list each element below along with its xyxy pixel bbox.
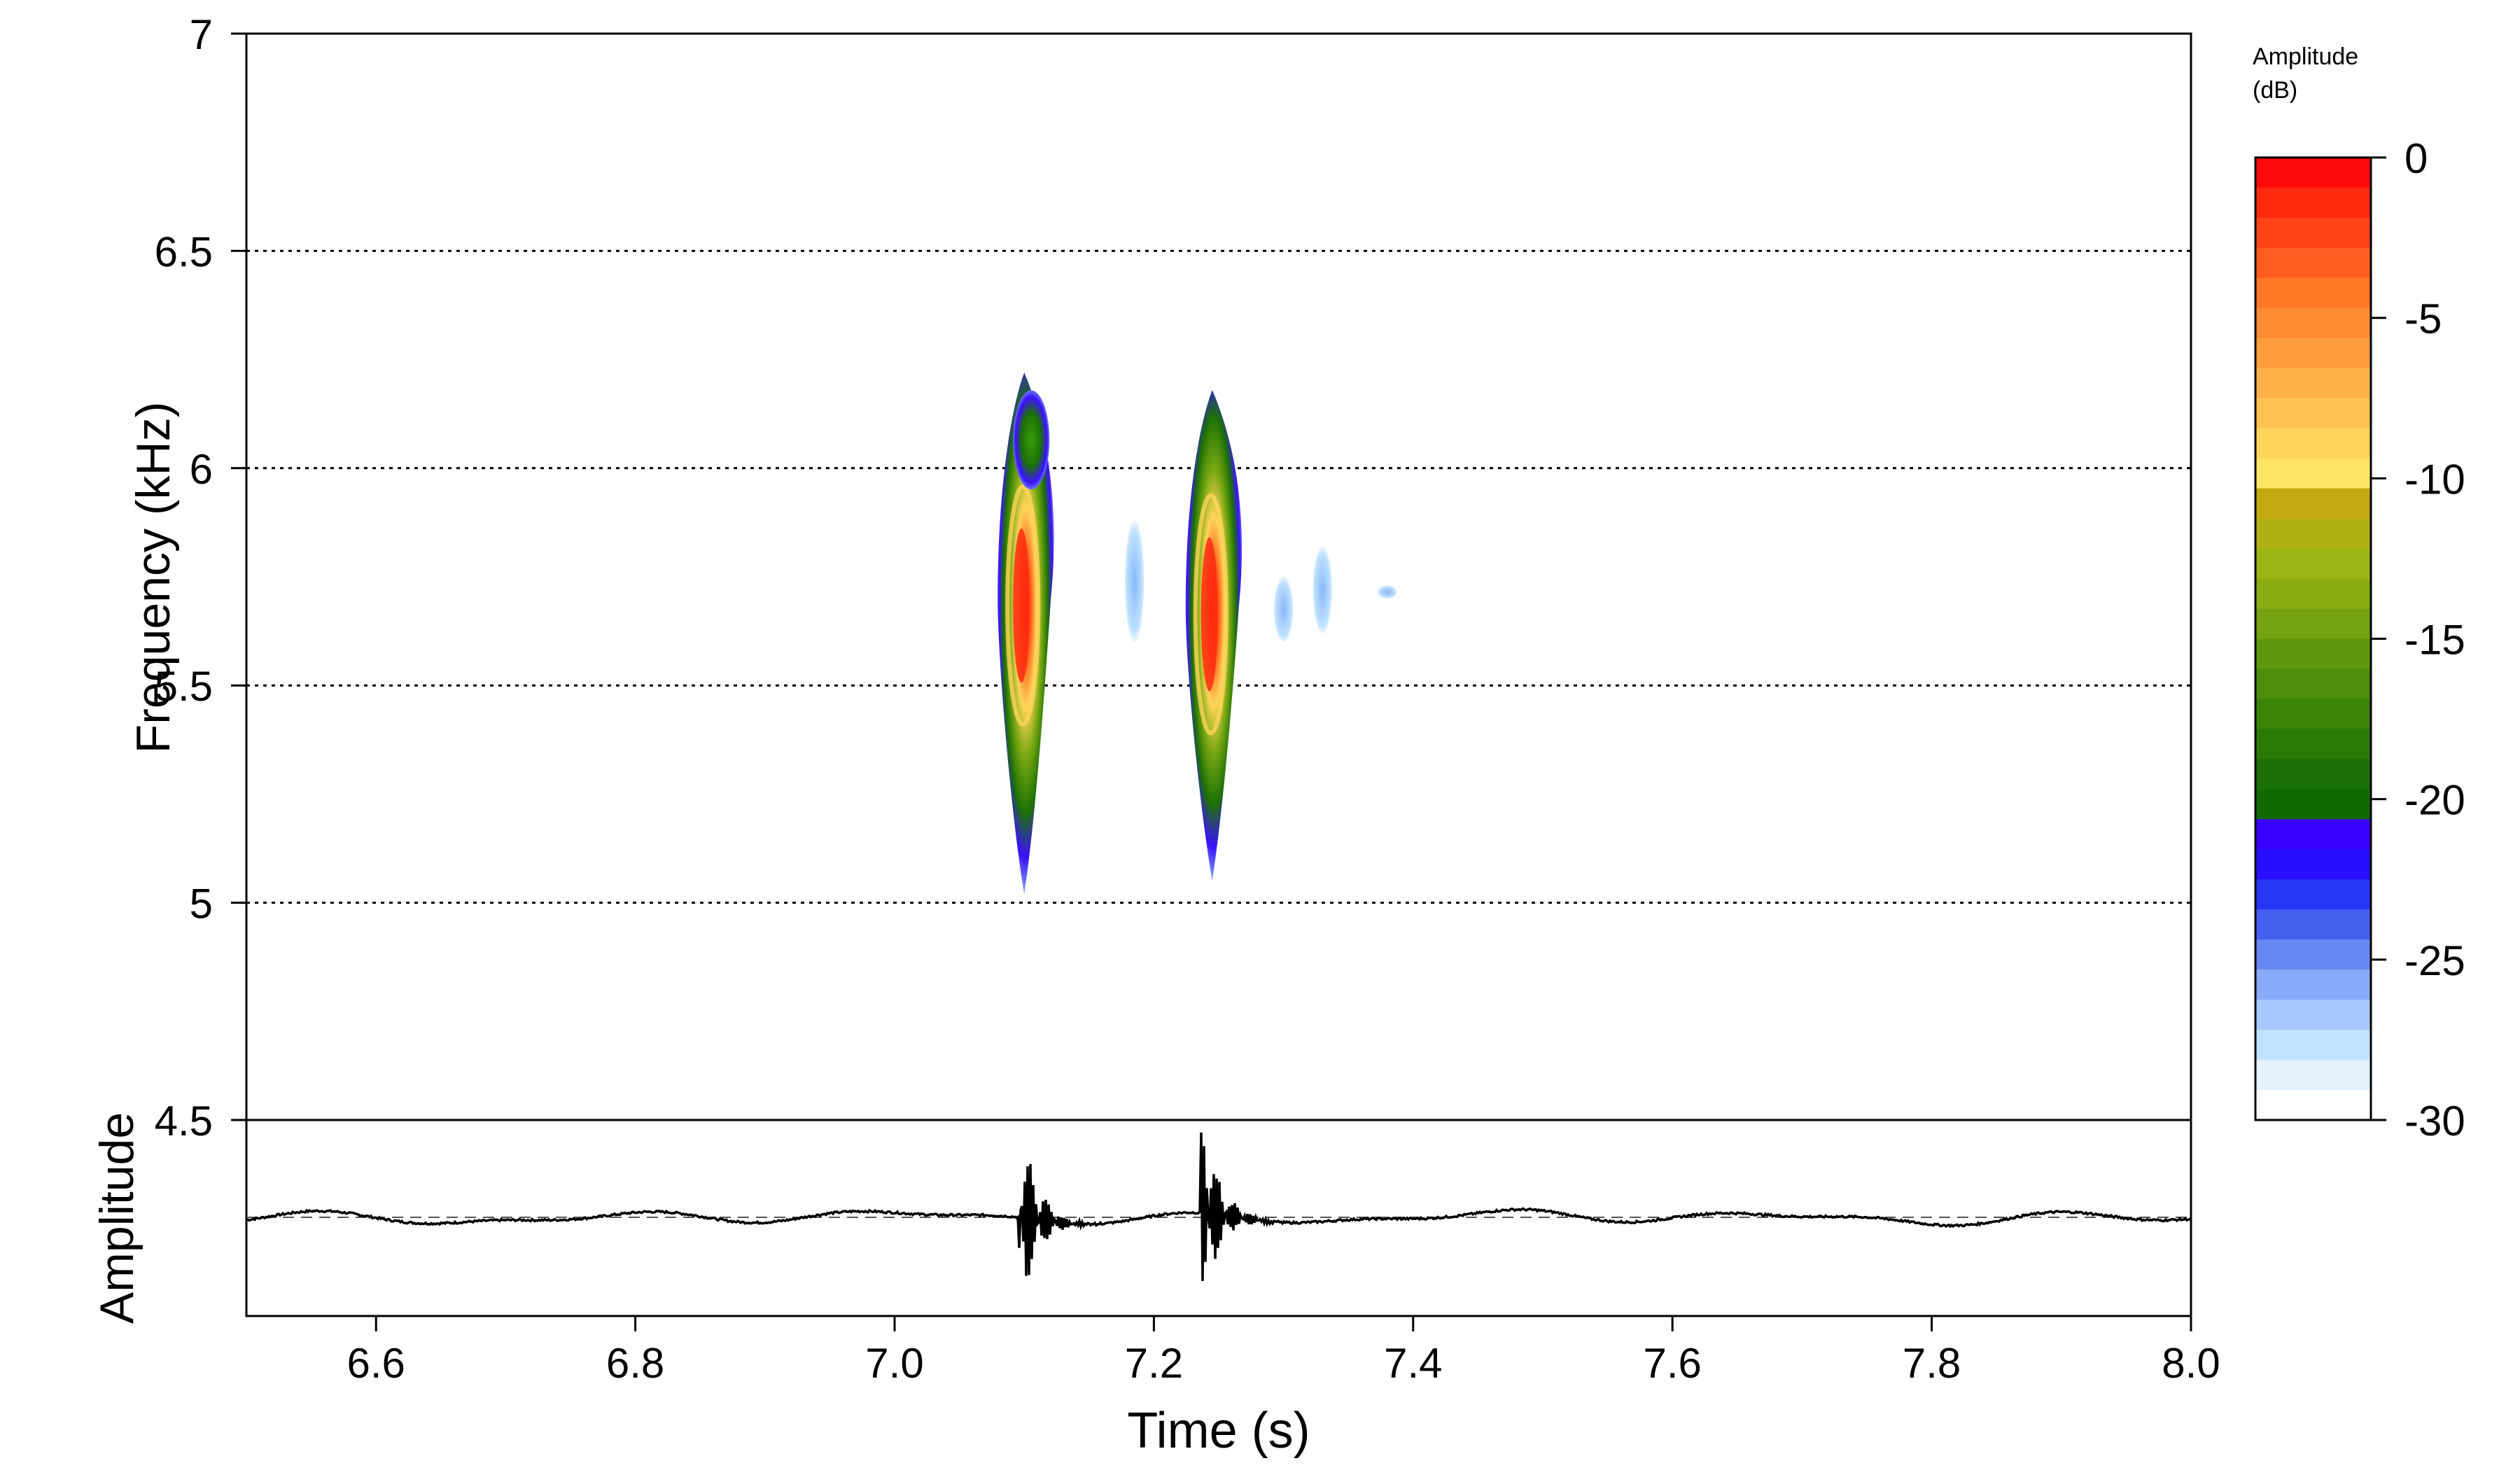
colorbar-band xyxy=(2255,789,2371,820)
spectrogram-panel: 4.5 5 5.5 6 6.5 7 Frequency (kHz) xyxy=(127,11,2192,1144)
time-tick-label: 8.0 xyxy=(2162,1340,2220,1387)
faint-segment xyxy=(1273,577,1294,643)
colorbar-band xyxy=(2255,158,2371,188)
colorbar-band xyxy=(2255,819,2371,850)
call-ring xyxy=(1005,484,1041,727)
colorbar-ticks: 0 -5 -10 -15 -20 -25 -30 xyxy=(2371,135,2465,1144)
colorbar-band xyxy=(2255,668,2371,700)
colorbar-band xyxy=(2255,939,2371,970)
frequency-ticks: 4.5 5 5.5 6 6.5 7 xyxy=(155,11,246,1144)
colorbar-band xyxy=(2255,277,2371,309)
time-tick-label: 7.4 xyxy=(1384,1340,1442,1387)
colorbar-tick-label: -5 xyxy=(2404,295,2442,342)
colorbar-band xyxy=(2255,488,2371,519)
time-tick-label: 6.6 xyxy=(346,1340,405,1387)
time-tick-label: 7.0 xyxy=(865,1340,923,1387)
colorbar-tick-label: -20 xyxy=(2404,777,2465,824)
colorbar-band xyxy=(2255,578,2371,610)
time-axis-ticks: 6.6 6.8 7.0 7.2 7.4 7.6 7.8 8.0 xyxy=(346,1316,2220,1387)
colorbar-band xyxy=(2255,1000,2371,1030)
frequency-tick-label: 5 xyxy=(190,881,213,927)
colorbar-title-line2: (dB) xyxy=(2253,77,2297,104)
colorbar-band xyxy=(2255,849,2371,880)
time-tick-label: 7.2 xyxy=(1125,1340,1183,1387)
colorbar-band xyxy=(2255,247,2371,279)
frequency-tick-label: 5.5 xyxy=(155,663,213,710)
frequency-tick-label: 6 xyxy=(190,446,213,493)
faint-segment xyxy=(1124,520,1144,643)
call-peak xyxy=(1013,528,1030,683)
faint-segment xyxy=(1377,585,1397,599)
colorbar-band xyxy=(2255,337,2371,369)
frequency-axis-label: Frequency (kHz) xyxy=(127,402,180,754)
time-axis-label: Time (s) xyxy=(1127,1403,1310,1459)
colorbar-band xyxy=(2255,608,2371,640)
colorbar-band xyxy=(2255,518,2371,550)
colorbar-tick-label: -30 xyxy=(2404,1098,2465,1144)
colorbar-band xyxy=(2255,307,2371,339)
call-ring xyxy=(1193,493,1228,736)
colorbar-band xyxy=(2255,187,2371,218)
time-tick-label: 7.6 xyxy=(1643,1340,1701,1387)
colorbar-bands xyxy=(2255,158,2371,1121)
colorbar-band xyxy=(2255,1060,2371,1091)
colorbar-band xyxy=(2255,217,2371,248)
frequency-tick-label: 6.5 xyxy=(155,228,213,275)
colorbar-band xyxy=(2255,969,2371,1000)
faint-segment xyxy=(1312,546,1333,634)
colorbar-band xyxy=(2255,428,2371,459)
colorbar: Amplitude (dB) 0 -5 -10 -15 -20 -25 -30 xyxy=(2253,43,2465,1144)
colorbar-band xyxy=(2255,548,2371,580)
colorbar-band xyxy=(2255,398,2371,429)
time-tick-label: 7.8 xyxy=(1903,1340,1961,1387)
oscillogram-waveform xyxy=(246,1132,2192,1282)
colorbar-band xyxy=(2255,1090,2371,1121)
colorbar-band xyxy=(2255,638,2371,670)
call-peak xyxy=(1200,537,1218,692)
frequency-tick-label: 7 xyxy=(190,11,213,58)
colorbar-band xyxy=(2255,759,2371,790)
spectrogram-calls xyxy=(997,372,1397,895)
colorbar-tick-label: -15 xyxy=(2404,617,2465,664)
time-tick-label: 6.8 xyxy=(606,1340,664,1387)
colorbar-band xyxy=(2255,368,2371,399)
colorbar-tick-label: -10 xyxy=(2404,456,2465,503)
colorbar-tick-label: 0 xyxy=(2404,135,2428,182)
call-harmonic xyxy=(1013,390,1050,490)
colorbar-band xyxy=(2255,458,2371,489)
frequency-tick-label: 4.5 xyxy=(155,1098,213,1144)
colorbar-title-line1: Amplitude xyxy=(2253,43,2358,70)
amplitude-axis-label: Amplitude xyxy=(90,1112,144,1324)
colorbar-band xyxy=(2255,699,2371,730)
colorbar-tick-label: -25 xyxy=(2404,937,2465,984)
colorbar-band xyxy=(2255,879,2371,910)
colorbar-band xyxy=(2255,909,2371,940)
oscillogram-panel: Amplitude xyxy=(90,1112,2192,1324)
colorbar-band xyxy=(2255,1030,2371,1060)
colorbar-band xyxy=(2255,729,2371,760)
